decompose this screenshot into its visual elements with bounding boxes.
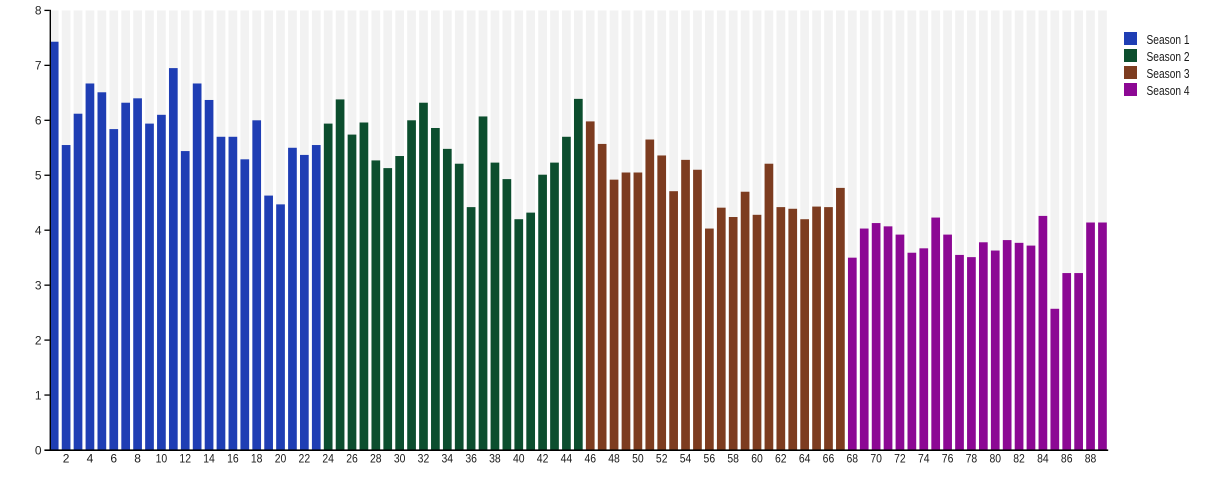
svg-text:22: 22 [299, 452, 311, 466]
svg-text:74: 74 [918, 452, 930, 466]
svg-text:80: 80 [989, 452, 1001, 466]
svg-text:4: 4 [35, 224, 42, 238]
svg-text:28: 28 [370, 452, 382, 466]
svg-text:20: 20 [275, 452, 287, 466]
svg-text:30: 30 [394, 452, 406, 466]
svg-text:50: 50 [632, 452, 644, 466]
svg-text:2: 2 [63, 452, 70, 466]
svg-text:40: 40 [513, 452, 525, 466]
svg-text:86: 86 [1061, 452, 1073, 466]
svg-text:4: 4 [87, 452, 94, 466]
svg-text:18: 18 [251, 452, 263, 466]
svg-text:8: 8 [35, 4, 42, 18]
svg-text:Season 2: Season 2 [1147, 50, 1190, 64]
svg-text:14: 14 [203, 452, 215, 466]
svg-text:Season 4: Season 4 [1147, 84, 1190, 98]
svg-text:38: 38 [489, 452, 501, 466]
svg-text:54: 54 [680, 452, 692, 466]
svg-text:7: 7 [35, 59, 42, 73]
svg-text:62: 62 [775, 452, 787, 466]
svg-text:44: 44 [561, 452, 573, 466]
svg-text:52: 52 [656, 452, 668, 466]
svg-text:Season 3: Season 3 [1147, 67, 1190, 81]
svg-text:12: 12 [179, 452, 191, 466]
svg-text:6: 6 [110, 452, 117, 466]
svg-text:70: 70 [870, 452, 882, 466]
svg-text:8: 8 [134, 452, 141, 466]
svg-text:82: 82 [1013, 452, 1025, 466]
svg-text:Season 1: Season 1 [1147, 33, 1190, 47]
svg-text:16: 16 [227, 452, 239, 466]
svg-text:66: 66 [823, 452, 835, 466]
svg-text:58: 58 [727, 452, 739, 466]
svg-text:32: 32 [418, 452, 430, 466]
svg-text:56: 56 [704, 452, 716, 466]
svg-text:48: 48 [608, 452, 620, 466]
svg-text:46: 46 [584, 452, 596, 466]
svg-text:88: 88 [1085, 452, 1097, 466]
svg-text:42: 42 [537, 452, 549, 466]
svg-text:68: 68 [847, 452, 859, 466]
svg-text:78: 78 [966, 452, 978, 466]
svg-text:5: 5 [35, 169, 42, 183]
svg-text:2: 2 [35, 333, 42, 347]
svg-text:6: 6 [35, 114, 42, 128]
svg-text:84: 84 [1037, 452, 1049, 466]
svg-text:10: 10 [156, 452, 168, 466]
svg-text:24: 24 [322, 452, 334, 466]
svg-text:60: 60 [751, 452, 763, 466]
svg-text:1: 1 [35, 388, 42, 402]
svg-text:72: 72 [894, 452, 906, 466]
svg-text:64: 64 [799, 452, 811, 466]
svg-text:76: 76 [942, 452, 954, 466]
svg-text:34: 34 [442, 452, 454, 466]
svg-text:26: 26 [346, 452, 358, 466]
svg-text:0: 0 [35, 443, 42, 457]
svg-text:36: 36 [465, 452, 477, 466]
svg-text:3: 3 [35, 278, 42, 292]
